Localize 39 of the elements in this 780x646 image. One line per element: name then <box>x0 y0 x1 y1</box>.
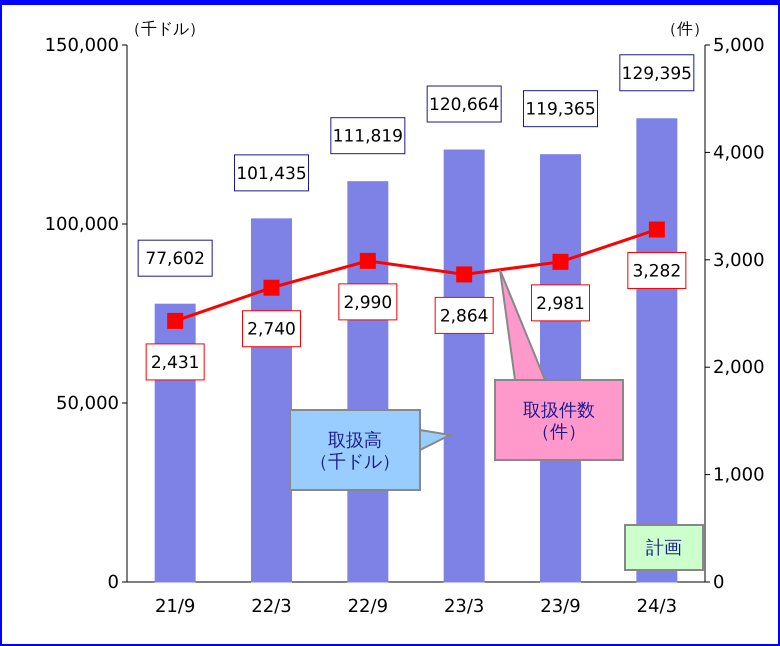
y-tick-label: 50,000 <box>56 393 119 414</box>
data-label: 2,981 <box>536 294 585 314</box>
data-label: 120,664 <box>429 95 500 116</box>
y-tick-label: 100,000 <box>44 214 119 235</box>
y-tick-label: 0 <box>108 572 119 593</box>
point <box>360 252 376 269</box>
annotation: 計画 <box>646 538 682 558</box>
annotation: 取扱高（千ドル） <box>310 430 400 473</box>
x-tick-label: 24/3 <box>636 596 678 617</box>
point <box>456 266 472 282</box>
y-axis-title: （千ドル） <box>125 19 205 38</box>
y2-tick-label: 0 <box>713 572 724 593</box>
data-label: 119,365 <box>525 100 596 120</box>
x-tick-label: 22/9 <box>348 596 388 617</box>
y2-tick-label: 5,000 <box>713 35 765 56</box>
data-label: 3,282 <box>632 262 682 282</box>
annotation: 取扱件数（件） <box>523 400 595 443</box>
data-label: 129,395 <box>622 64 692 84</box>
x-tick-label: 22/3 <box>251 596 292 617</box>
x-tick-label: 23/3 <box>444 596 484 617</box>
data-label: 77,602 <box>145 249 205 270</box>
data-label: 2,740 <box>247 320 296 340</box>
point <box>167 312 184 329</box>
y2-tick-label: 2,000 <box>713 357 765 378</box>
x-tick-label: 23/9 <box>540 596 581 617</box>
y2-tick-label: 1,000 <box>713 464 765 486</box>
data-label: 111,819 <box>332 126 403 147</box>
data-label: 2,990 <box>343 292 392 313</box>
x-tick-label: 21/9 <box>154 596 196 617</box>
point <box>264 280 280 296</box>
y2-tick-label: 3,000 <box>713 250 765 271</box>
data-label: 2,864 <box>440 306 489 326</box>
point <box>648 222 665 238</box>
y-tick-label: 150,000 <box>44 35 119 56</box>
y2-tick-label: 4,000 <box>713 142 765 164</box>
y2-axis-title: （件） <box>661 19 709 38</box>
data-label: 101,435 <box>236 164 307 184</box>
data-label: 2,431 <box>150 352 200 373</box>
point <box>552 254 568 270</box>
